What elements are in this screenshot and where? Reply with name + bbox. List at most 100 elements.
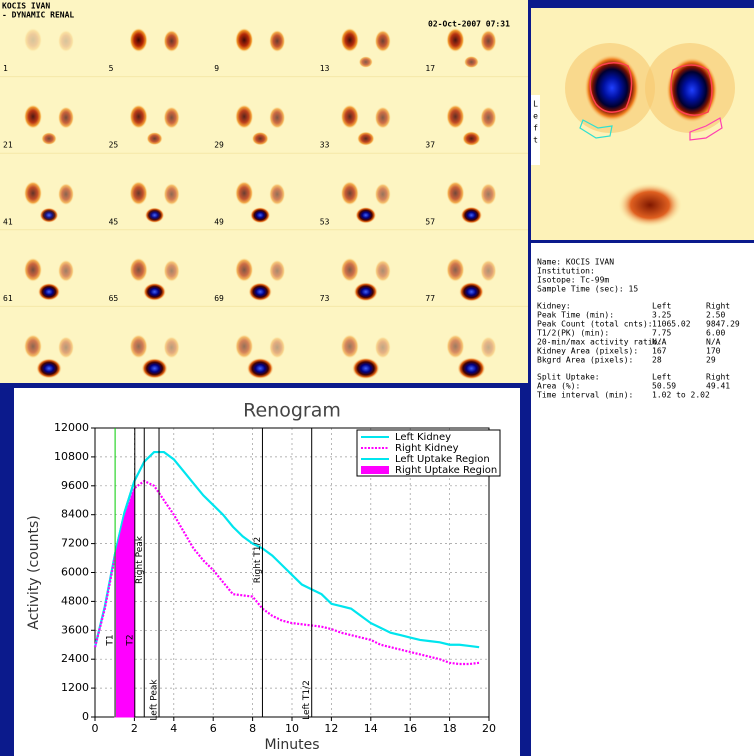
kidney-blob (269, 260, 285, 282)
info-cell: 7.75 (652, 329, 671, 338)
info-cell: 29 (706, 356, 716, 365)
y-tick-label: 12000 (54, 421, 89, 434)
info-cell: N/A (706, 338, 721, 347)
frame-number: 17 (425, 64, 435, 73)
side-label-letter: L (533, 100, 538, 109)
info-cell: Bkgrd Area (pixels): (537, 356, 633, 365)
kidney-blob (130, 258, 148, 282)
x-tick-label: 16 (403, 722, 417, 735)
right-kidney-image (666, 57, 718, 123)
kidney-blob (446, 105, 464, 129)
kidney-blob (24, 181, 42, 205)
kidney-blob (375, 107, 391, 129)
info-cell: Left (652, 373, 671, 382)
frame-number: 45 (109, 217, 119, 226)
kidney-blob (341, 28, 359, 52)
page: 1591317212529333741454953576165697377 KO… (0, 0, 754, 756)
bladder-image (618, 183, 682, 227)
y-tick-label: 6000 (61, 566, 89, 579)
info-cell: 20-min/max activity ratio: (537, 338, 662, 347)
study-datetime: 02-Oct-2007 07:31 (428, 20, 510, 29)
bladder-blob (143, 283, 166, 301)
kidney-blob (480, 30, 496, 52)
screen: 1591317212529333741454953576165697377 KO… (0, 0, 754, 756)
y-tick-label: 1200 (61, 681, 89, 694)
info-cell: Kidney Area (pixels): (537, 347, 638, 356)
info-cell: Split Uptake: (537, 373, 600, 382)
bladder-blob (36, 358, 61, 378)
info-cell: 167 (652, 347, 667, 356)
bladder-blob (461, 207, 482, 224)
info-cell: Right (706, 373, 730, 382)
kidney-blob (164, 260, 180, 282)
kidney-blob (480, 336, 496, 358)
kidney-blob (341, 334, 359, 358)
patient-name: KOCIS IVAN (2, 2, 50, 11)
kidney-blob (164, 30, 180, 52)
info-cell: 28 (652, 356, 662, 365)
info-cell: 9847.29 (706, 320, 740, 329)
kidney-blob (480, 107, 496, 129)
kidney-blob (130, 105, 148, 129)
frame-number: 1 (3, 64, 8, 73)
frame-number: 57 (425, 217, 435, 226)
bladder-blob (357, 132, 374, 146)
frame-number: 77 (425, 294, 435, 303)
info-cell: Peak Count (total cnts): (537, 320, 653, 329)
info-cell: 170 (706, 347, 721, 356)
info-cell: 49.41 (706, 382, 730, 391)
kidney-blob (164, 107, 180, 129)
side-label-letter: f (533, 124, 538, 133)
frame-number: 21 (3, 141, 13, 150)
y-tick-label: 0 (82, 710, 89, 723)
kidney-blob (24, 258, 42, 282)
info-cell: Right (706, 302, 730, 311)
kidney-blob (375, 183, 391, 205)
kidney-blob (480, 260, 496, 282)
x-tick-label: 18 (443, 722, 457, 735)
marker-label: T2 (125, 634, 135, 646)
x-tick-label: 20 (482, 722, 496, 735)
kidney-blob (341, 105, 359, 129)
x-tick-label: 12 (324, 722, 338, 735)
kidney-blob (375, 30, 391, 52)
kidney-blob (130, 334, 148, 358)
frame-number: 61 (3, 294, 13, 303)
bladder-blob (38, 283, 60, 301)
kidney-blob (446, 258, 464, 282)
info-cell: N/A (652, 338, 667, 347)
y-tick-label: 9600 (61, 479, 89, 492)
frame-number: 37 (425, 141, 435, 150)
kidney-blob (58, 107, 74, 129)
info-cell: 2.50 (706, 311, 725, 320)
info-line: Sample Time (sec): 15 (537, 285, 638, 294)
bladder-blob (142, 358, 168, 379)
legend-label: Right Uptake Region (395, 465, 497, 476)
info-cell: Left (652, 302, 671, 311)
kidney-blob (24, 334, 42, 358)
side-label-letter: t (533, 136, 538, 145)
y-tick-label: 7200 (61, 537, 89, 550)
bladder-blob (145, 207, 164, 223)
bladder-blob (247, 358, 274, 379)
marker-label: Right Peak (135, 535, 145, 584)
info-cell: Peak Time (min): (537, 311, 614, 320)
frame-number: 69 (214, 294, 224, 303)
kidney-blob (58, 30, 74, 52)
legend-label: Left Uptake Region (395, 454, 490, 465)
y-tick-label: 8400 (61, 508, 89, 521)
frame-number: 29 (214, 141, 224, 150)
info-cell: 1.02 to 2.02 (652, 391, 710, 400)
info-cell: Time interval (min): (537, 391, 633, 400)
x-tick-label: 2 (131, 722, 138, 735)
kidney-blob (164, 183, 180, 205)
kidney-blob (24, 105, 42, 129)
info-cell: Kidney: (537, 302, 571, 311)
bladder-blob (462, 131, 480, 146)
info-cell: 3.25 (652, 311, 671, 320)
kidney-blob (269, 183, 285, 205)
kidney-blob (130, 181, 148, 205)
frame-number: 41 (3, 217, 13, 226)
study-name: - DYNAMIC RENAL (2, 11, 74, 20)
